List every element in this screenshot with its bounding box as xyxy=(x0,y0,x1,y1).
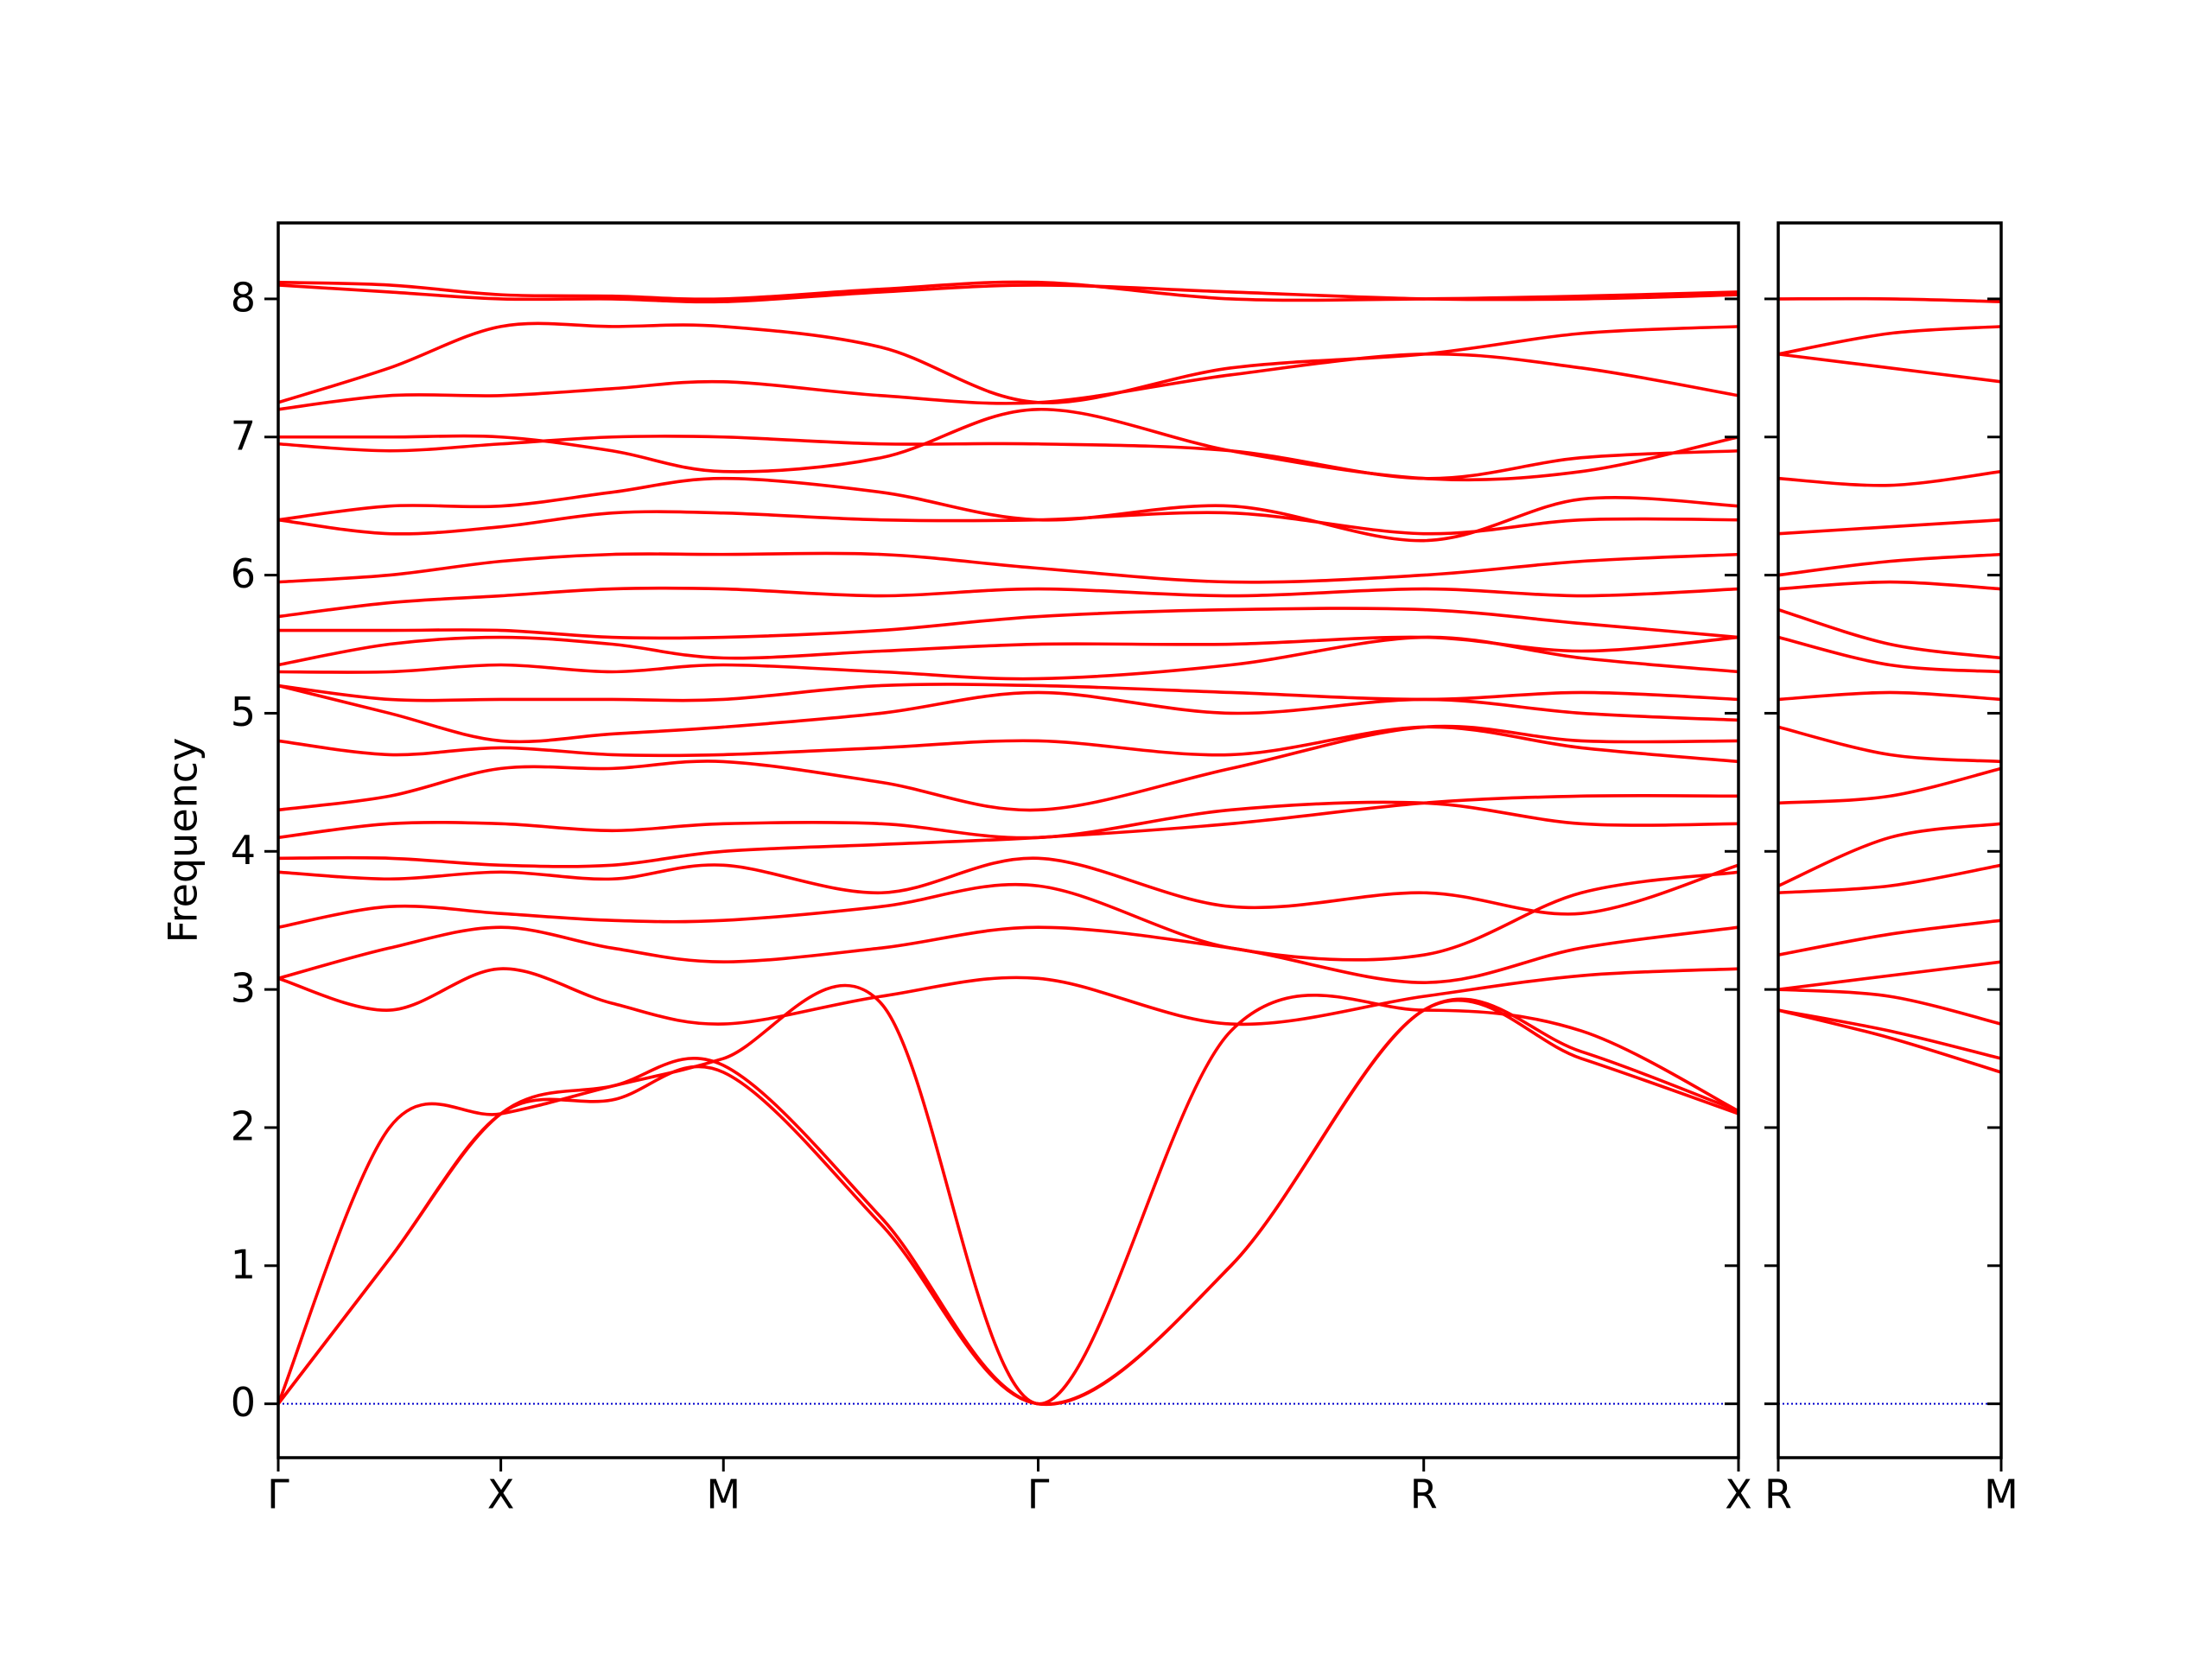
y-tick-label: 1 xyxy=(231,1241,256,1287)
band-line xyxy=(278,724,1738,812)
band-line xyxy=(278,800,1738,840)
band-line xyxy=(278,983,1738,1406)
band-line xyxy=(278,925,1738,984)
band-line xyxy=(278,551,1738,584)
plot-frame xyxy=(276,221,1740,1459)
band-line xyxy=(278,476,1738,543)
x-tick-label: X xyxy=(487,1471,515,1518)
y-tick-label: 3 xyxy=(231,965,256,1012)
band-line xyxy=(1778,863,2001,895)
x-tick-label: X xyxy=(1725,1471,1752,1518)
y-tick-label: 7 xyxy=(231,412,256,459)
band-line xyxy=(278,280,1738,302)
band-line xyxy=(1778,635,2001,674)
y-tick-label: 0 xyxy=(231,1379,256,1426)
band-line xyxy=(278,967,1738,1027)
band-line xyxy=(1778,1008,2001,1060)
bands xyxy=(1778,296,2001,1074)
band-line xyxy=(278,510,1738,536)
band-line xyxy=(1778,469,2001,487)
band-line xyxy=(278,321,1738,404)
band-line xyxy=(1778,918,2001,957)
band-line xyxy=(1778,988,2001,1026)
x-tick-label: M xyxy=(706,1471,741,1518)
band-line xyxy=(1778,353,2001,384)
band-line xyxy=(278,998,1738,1406)
x-tick-label: Γ xyxy=(1027,1471,1050,1518)
y-tick-label: 4 xyxy=(231,827,256,874)
y-axis-label: Frequency xyxy=(160,738,207,944)
plot-frame xyxy=(1777,221,2003,1459)
band-line xyxy=(1778,580,2001,591)
bands xyxy=(278,280,1738,1407)
band-line xyxy=(1778,325,2001,356)
band-line xyxy=(1778,766,2001,805)
band-line xyxy=(278,856,1738,916)
band-line xyxy=(278,586,1738,619)
band-line xyxy=(1778,960,2001,991)
band-line xyxy=(278,793,1738,868)
band-line xyxy=(278,997,1738,1407)
x-tick-label: R xyxy=(1410,1471,1438,1518)
band-line xyxy=(1778,690,2001,702)
band-line xyxy=(278,870,1738,962)
band-line xyxy=(278,635,1738,681)
band-line xyxy=(1778,725,2001,764)
band-line xyxy=(278,407,1738,482)
y-tick-label: 5 xyxy=(231,689,256,735)
band-line xyxy=(1778,822,2001,887)
y-tick-label: 6 xyxy=(231,550,256,597)
band-line xyxy=(278,635,1738,667)
band-line xyxy=(1778,1008,2001,1074)
y-tick-label: 2 xyxy=(231,1103,256,1149)
band-line xyxy=(278,683,1738,744)
y-tick-label: 8 xyxy=(231,274,256,321)
band-line xyxy=(278,607,1738,640)
x-tick-label: R xyxy=(1764,1471,1792,1518)
band-line xyxy=(1778,552,2001,577)
band-line xyxy=(1778,518,2001,536)
band-line xyxy=(278,434,1738,480)
band-line xyxy=(278,352,1738,411)
band-line xyxy=(1778,607,2001,660)
x-tick-label: M xyxy=(1984,1471,2018,1518)
band-line xyxy=(1778,296,2001,303)
band-line xyxy=(278,725,1738,764)
band-line xyxy=(278,683,1738,702)
x-tick-label: Γ xyxy=(267,1471,289,1518)
